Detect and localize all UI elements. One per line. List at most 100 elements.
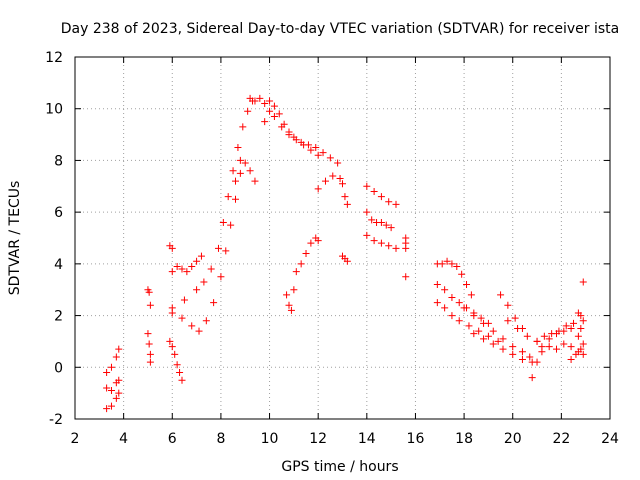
data-point-nineteen-b-1 (514, 325, 522, 332)
x-tick-label-24: 24 (601, 431, 619, 447)
data-point-seventeen-a-1 (438, 260, 446, 268)
data-point-seventeen-a-2 (443, 257, 451, 265)
data-point-main-low-tail-4 (251, 177, 259, 185)
series-mid-b (314, 172, 344, 193)
y-tick-label-12: 12 (45, 50, 63, 66)
data-point-main-lower-4 (202, 317, 210, 325)
data-point-six-a-1 (168, 244, 176, 252)
data-point-seventeen-b-2 (448, 293, 456, 301)
data-point-twenty-two-3 (579, 340, 587, 348)
data-point-twenty-two-0 (567, 356, 575, 364)
y-axis-label: SDTVAR / TECUs (7, 181, 23, 296)
data-point-five-a-1 (145, 288, 153, 296)
data-point-twenty-two-dot-0 (579, 278, 587, 286)
data-point-eighteen-a-0 (460, 304, 468, 312)
data-point-twenty-one-c-0 (538, 348, 546, 356)
data-point-six-b-4 (188, 262, 196, 270)
data-point-main-upper-7 (224, 193, 232, 201)
series-five-a (144, 286, 154, 309)
data-point-six-drop-5 (178, 376, 186, 384)
data-point-peak-12 (312, 144, 320, 151)
data-point-seventeen-a-4 (453, 262, 461, 270)
data-point-main-lower-2 (188, 322, 196, 330)
data-point-peak-14 (326, 154, 334, 162)
data-point-main-upper-10 (239, 123, 247, 131)
data-point-seventeen-c-2 (448, 312, 456, 320)
series-main-upper (168, 97, 257, 312)
series-six-b (168, 252, 205, 276)
data-point-peak-inner-2 (270, 112, 278, 120)
y-tick-label--2: -2 (49, 412, 63, 428)
data-point-early-c-3 (115, 389, 123, 397)
data-point-early-b-1 (107, 387, 115, 395)
data-point-main-low-tail-0 (232, 177, 239, 185)
data-point-six-b-1 (173, 262, 181, 270)
data-point-twenty-one-c-3 (560, 340, 568, 348)
data-point-main-lower-5 (210, 299, 218, 307)
plot-frame (74, 56, 611, 420)
data-point-early-c-1 (107, 402, 115, 410)
data-point-seventeen-b-3 (455, 299, 463, 307)
series-eighteen-b (470, 330, 536, 366)
data-point-early-b-0 (103, 384, 111, 392)
data-point-fourteen-b-0 (363, 208, 371, 216)
data-point-mid-b-3 (336, 175, 344, 183)
data-point-early-c-0 (103, 405, 111, 413)
data-point-six-drop-4 (176, 368, 184, 376)
data-point-mid-arc-6 (302, 250, 310, 258)
data-point-main-low-tail-1 (236, 156, 244, 164)
data-point-fourteen-b-4 (382, 221, 390, 229)
data-point-twenty-one-b-4 (562, 322, 570, 330)
data-point-main-lower-9 (232, 195, 239, 203)
data-point-twenty-one-c-2 (553, 345, 560, 353)
data-point-main-upper-0 (168, 304, 176, 312)
data-point-twenty-two-1 (572, 350, 580, 358)
series-fourteen-c (363, 231, 400, 252)
data-point-peak-3 (261, 100, 269, 108)
series-eighteen-a (460, 304, 534, 361)
data-point-twenty-one-b-2 (548, 330, 556, 338)
data-point-twenty-two-b-1 (577, 312, 585, 320)
data-point-six-b-0 (168, 268, 176, 276)
data-point-six-b-2 (178, 265, 186, 273)
x-tick-label-12: 12 (309, 431, 327, 447)
data-point-seventeen-c-6 (484, 332, 492, 340)
data-point-eighteen-a-5 (509, 343, 517, 351)
data-point-fourteen-c-0 (363, 231, 371, 239)
data-point-fourteen-b-5 (387, 224, 395, 232)
data-point-early-c-2 (112, 394, 120, 402)
series-early-b (103, 376, 123, 395)
series-fifteen-dot (402, 273, 410, 281)
data-point-eighteen-b-3 (499, 345, 507, 353)
data-point-twenty-one-c-4 (567, 343, 575, 351)
data-point-peak-inner-3 (278, 123, 286, 131)
data-point-seventeen-c-0 (433, 299, 441, 307)
x-tick-label-14: 14 (358, 431, 376, 447)
data-point-peak-2 (256, 94, 264, 102)
data-point-seventeen-c-7 (494, 337, 502, 345)
data-point-main-low-tail-3 (246, 167, 254, 175)
data-point-twenty-one-0 (528, 374, 536, 382)
data-point-peak-1 (251, 97, 259, 105)
data-point-twenty-one-c-1 (545, 343, 553, 351)
data-point-peak-15 (334, 159, 342, 167)
data-point-early-a-3 (115, 345, 123, 353)
data-point-fourteen-a-0 (363, 182, 371, 190)
data-point-peak-13 (319, 149, 327, 157)
data-point-five-b-2 (146, 350, 154, 358)
data-point-eighteen-a-1 (470, 312, 478, 320)
data-point-mid-arc-0 (283, 291, 291, 299)
data-point-main-upper-1 (180, 296, 188, 304)
series-twenty-one (528, 325, 582, 382)
data-point-nineteen-a-2 (511, 314, 519, 322)
data-point-mid-b-0 (314, 185, 322, 193)
x-tick-label-4: 4 (119, 431, 128, 447)
data-point-eighteen-b-1 (480, 335, 488, 343)
series-fourteen-b (363, 208, 395, 232)
series-early-c (103, 389, 123, 413)
series-seventeen-c (433, 299, 502, 345)
data-point-six-b-6 (197, 252, 205, 260)
data-point-mid-arc-7 (307, 239, 315, 247)
